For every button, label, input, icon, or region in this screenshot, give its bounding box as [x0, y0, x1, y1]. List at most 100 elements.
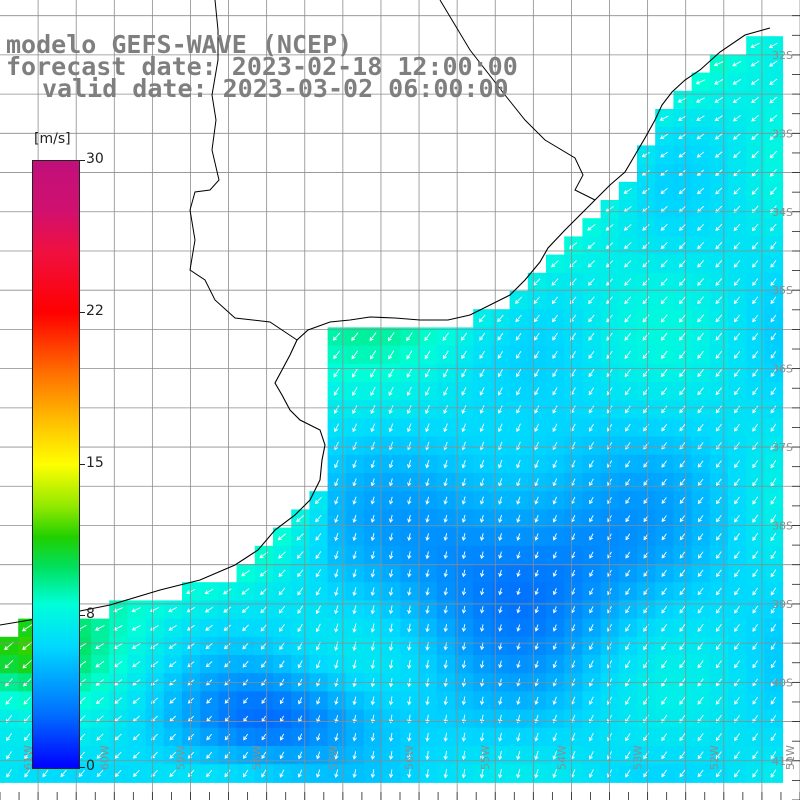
wind-arrow: [733, 296, 741, 305]
wind-arrow: [534, 332, 540, 341]
wind-arrow: [534, 387, 540, 396]
wind-arrow: [534, 551, 539, 559]
wind-arrow: [132, 751, 140, 759]
wind-arrow: [569, 242, 578, 250]
wind-arrow: [279, 751, 285, 760]
wind-arrow: [334, 514, 339, 523]
wind-arrow: [461, 732, 467, 742]
wind-arrow: [697, 405, 704, 414]
wind-arrow: [279, 660, 285, 669]
wind-arrow: [734, 423, 740, 432]
lon-label: 60W: [98, 745, 111, 770]
wind-arrow: [260, 642, 267, 650]
wind-arrow: [734, 405, 741, 414]
wind-arrow: [679, 733, 686, 742]
wind-arrow: [316, 751, 321, 760]
wind-arrow: [24, 769, 31, 778]
wind-arrow: [715, 569, 722, 578]
wind-arrow: [534, 351, 540, 359]
wind-arrow: [715, 696, 722, 705]
wind-arrow: [406, 368, 413, 378]
wind-arrow: [534, 732, 539, 742]
wind-arrow: [279, 697, 285, 705]
wind-arrow: [388, 659, 394, 670]
wind-arrow: [678, 314, 686, 323]
wind-arrow: [679, 442, 686, 450]
wind-arrow: [552, 350, 558, 359]
wind-arrow: [715, 605, 722, 614]
wind-arrow: [351, 332, 359, 342]
wind-arrow: [479, 459, 485, 469]
wind-arrow: [752, 733, 759, 742]
wind-arrow: [715, 642, 722, 651]
wind-arrow: [407, 659, 412, 670]
wind-arrow: [750, 42, 760, 49]
wind-arrow: [334, 751, 339, 760]
wind-arrow: [642, 188, 650, 194]
wind-arrow: [625, 587, 631, 596]
lat-label: 36S: [772, 363, 793, 376]
wind-arrow: [316, 733, 321, 742]
wind-arrow: [733, 260, 741, 268]
wind-arrow: [515, 332, 522, 341]
wind-arrow: [352, 496, 357, 505]
wind-arrow: [316, 769, 321, 778]
wind-arrow: [22, 660, 32, 669]
wind-arrow: [732, 78, 742, 85]
lon-label: 56W: [403, 745, 416, 770]
wind-arrow: [461, 368, 467, 378]
wind-arrow: [679, 460, 686, 468]
wind-arrow: [625, 478, 631, 486]
wind-arrow: [770, 642, 777, 651]
wind-arrow: [661, 569, 667, 577]
wind-arrow: [734, 569, 740, 578]
wind-arrow: [224, 769, 231, 778]
wind-arrow: [589, 515, 594, 523]
wind-arrow: [552, 732, 557, 742]
wind-arrow: [516, 696, 521, 706]
wind-arrow: [697, 496, 704, 505]
wind-arrow: [498, 606, 503, 614]
wind-arrow: [461, 459, 466, 469]
wind-arrow: [186, 624, 195, 631]
wind-arrow: [552, 369, 558, 378]
wind-arrow: [734, 660, 740, 669]
wind-arrow: [332, 332, 341, 341]
wind-arrow: [679, 478, 686, 486]
wind-arrow: [734, 460, 740, 469]
wind-arrow: [715, 623, 722, 632]
wind-arrow: [751, 114, 760, 122]
wind-arrow: [114, 769, 122, 777]
wind-arrow: [516, 588, 521, 596]
colorbar-tick-mark: [79, 463, 85, 465]
wind-arrow: [516, 514, 521, 523]
lon-label: 54W: [555, 745, 568, 770]
wind-arrow: [96, 733, 104, 741]
wind-arrow: [113, 607, 123, 613]
wind-arrow: [515, 314, 522, 323]
wind-arrow: [22, 642, 33, 650]
wind-arrow: [333, 368, 340, 378]
wind-arrow: [588, 751, 594, 760]
wind-arrow: [770, 714, 777, 723]
wind-arrow: [534, 642, 539, 651]
latitude-labels: 32S 33S 34S 35S 36S 37S 38S 39S 40S 41S: [772, 49, 793, 768]
wind-arrow: [714, 133, 723, 140]
wind-arrow: [388, 405, 394, 415]
wind-arrow: [261, 751, 267, 760]
wind-arrow: [407, 533, 412, 542]
wind-arrow: [769, 96, 778, 104]
wind-arrow: [206, 733, 213, 741]
wind-arrow: [315, 569, 322, 578]
wind-speed-colorbar: [32, 160, 80, 769]
wind-arrow: [734, 478, 740, 487]
wind-arrow: [370, 423, 376, 433]
wind-arrow: [516, 551, 521, 559]
wind-arrow: [734, 533, 740, 541]
wind-arrow: [697, 569, 704, 578]
wind-arrow: [659, 133, 669, 139]
wind-arrow: [661, 515, 667, 523]
wind-arrow: [588, 296, 595, 305]
